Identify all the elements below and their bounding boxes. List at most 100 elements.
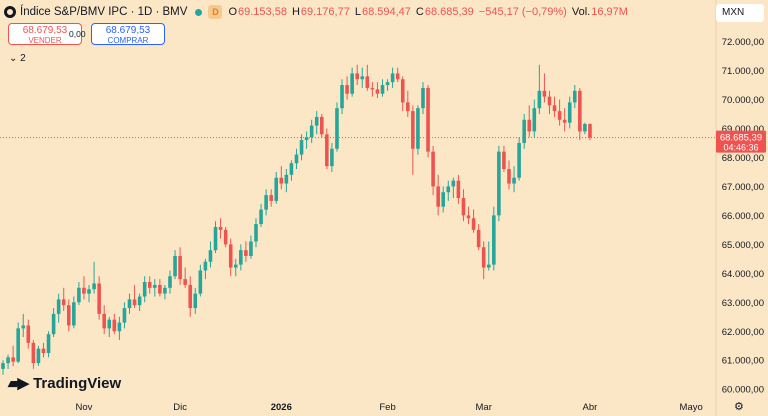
price-tick-label: 64.000,00	[722, 269, 764, 280]
price-tick-label: 60.000,00	[722, 385, 764, 396]
candle-body	[512, 177, 516, 184]
candle-body	[26, 325, 31, 343]
buy-button[interactable]: 68.679,53 COMPRAR	[91, 23, 165, 45]
candle-body	[355, 73, 359, 80]
time-tick-label: Feb	[379, 402, 395, 413]
candle-body	[153, 284, 157, 288]
sell-label: VENDER	[28, 36, 62, 45]
candle-body	[497, 151, 501, 216]
candle-body	[461, 198, 466, 216]
candle-body	[102, 313, 106, 329]
price-tick-label: 65.000,00	[722, 240, 764, 251]
symbol-title[interactable]: Índice S&P/BMV IPC · 1D · BMV	[20, 6, 188, 18]
candle-body	[350, 73, 354, 94]
candle-body	[299, 140, 304, 155]
open-value: 69.153,58	[238, 6, 287, 18]
time-axis[interactable]: Nov Dic 2026 Feb Mar Abr Mayo	[76, 402, 703, 413]
price-axis[interactable]: 72.000,00 71.000,00 70.000,00 69.000,00 68.0…	[722, 37, 764, 396]
candle-body	[552, 105, 557, 112]
chart-header: Índice S&P/BMV IPC · 1D · BMV D O 69.153…	[4, 4, 633, 20]
candle-body	[481, 247, 486, 268]
last-price-label: 68.685,39	[720, 133, 762, 144]
candle-body	[416, 108, 420, 149]
time-tick-label: Abr	[583, 402, 598, 413]
low-value: 68.594,47	[361, 6, 411, 18]
price-tick-label: 71.000,00	[722, 66, 764, 77]
volume-value: 16,97M	[591, 6, 628, 18]
candle-body	[31, 342, 36, 364]
close-value: 68.685,39	[424, 6, 474, 18]
candle-body	[198, 270, 203, 294]
candle-body	[142, 282, 147, 297]
spread-value: 0,00	[69, 29, 86, 39]
candle-body	[314, 116, 319, 126]
candle-body	[193, 293, 198, 309]
candle-body	[249, 241, 253, 256]
candle-body	[41, 348, 46, 353]
data-badge[interactable]: D	[208, 5, 223, 19]
time-tick-label: Dic	[173, 402, 187, 413]
candle-body	[11, 357, 15, 362]
indicators-toggle[interactable]: ⌄ 2	[9, 53, 26, 64]
change-value: −545,17 (−0,79%)	[478, 6, 567, 18]
currency-selector[interactable]: MXN	[716, 4, 764, 22]
tradingview-wordmark: TradingView	[33, 374, 122, 392]
volume-label: Vol.	[571, 6, 591, 18]
candle-body	[1, 363, 5, 369]
price-tick-label: 63.000,00	[722, 298, 764, 309]
candle-body	[588, 124, 592, 138]
candle-body	[492, 215, 496, 265]
candle-body	[486, 264, 491, 268]
candle-body	[330, 148, 334, 167]
candle-body	[456, 180, 461, 199]
price-tick-label: 69.000,00	[722, 124, 764, 135]
candle-body	[370, 87, 375, 90]
candle-body	[147, 282, 152, 288]
candle-body	[547, 96, 552, 106]
candle-body	[239, 250, 243, 265]
candle-body	[87, 289, 91, 294]
candle-body	[395, 73, 400, 80]
candle-body	[400, 79, 405, 103]
candle-body	[380, 85, 385, 94]
last-price-tag-bg	[716, 130, 766, 153]
candle-body	[92, 283, 96, 290]
high-value: 69.176,77	[300, 6, 350, 18]
candle-body	[294, 154, 299, 164]
candle-body	[112, 319, 117, 332]
countdown-label: 04:46:36	[723, 143, 758, 153]
tradingview-mark-icon: ▰▶	[8, 375, 29, 392]
candle-body	[507, 169, 511, 184]
candle-body	[203, 261, 208, 271]
candle-body	[578, 90, 582, 132]
candle-body	[82, 287, 86, 294]
candle-body	[319, 116, 324, 135]
candle-body	[183, 279, 187, 285]
candle-body	[385, 82, 390, 86]
candle-body	[562, 119, 567, 123]
time-tick-label: Nov	[76, 402, 93, 413]
candle-body	[132, 299, 137, 306]
settings-gear-icon[interactable]: ⚙	[734, 401, 744, 413]
candle-body	[213, 226, 218, 251]
price-tick-label: 61.000,00	[722, 356, 764, 367]
sell-button[interactable]: 68.679,53 VENDER	[8, 23, 82, 45]
candle-body	[77, 287, 81, 303]
candle-body	[72, 302, 76, 326]
candle-body	[244, 250, 248, 256]
candle-body	[340, 85, 344, 109]
candle-body	[61, 299, 66, 306]
candle-body	[471, 218, 476, 230]
candle-body	[208, 250, 213, 262]
candle-body	[46, 334, 51, 353]
candle-body	[218, 226, 223, 230]
time-tick-label: Mayo	[680, 402, 703, 413]
candle-body	[254, 224, 258, 242]
candle-body	[517, 142, 521, 178]
market-status-icon	[195, 8, 203, 16]
candle-body	[259, 209, 263, 225]
candle-body	[572, 90, 577, 103]
tradingview-logo[interactable]: ▰▶ TradingView	[8, 374, 122, 393]
candle-body	[431, 151, 435, 187]
